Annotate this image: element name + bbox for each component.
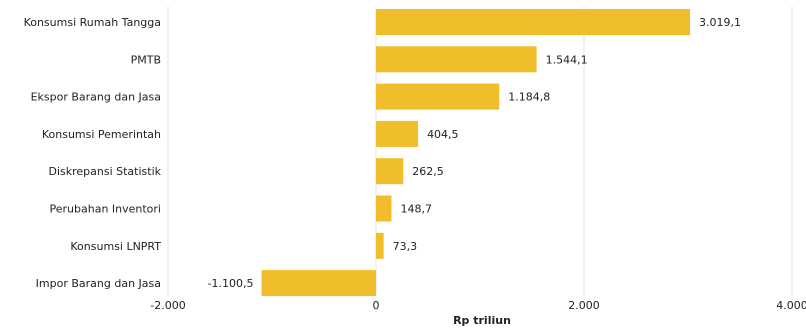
bar [376,195,392,222]
bar [376,46,537,73]
value-label: 1.544,1 [546,53,588,66]
x-tick-label: 0 [373,299,380,312]
value-label: 404,5 [427,128,459,141]
category-label: Perubahan Inventori [50,203,162,216]
value-label: -1.100,5 [208,277,254,290]
value-labels: 3.019,1 1.544,1 1.184,8 404,5 262,5 148,7 73,3… [208,16,741,290]
value-label: 262,5 [412,165,444,178]
x-tick-label: 2.000 [568,299,600,312]
x-axis-label: Rp triliun [453,314,511,327]
bar [376,158,404,185]
x-tick-label: -2.000 [150,299,185,312]
bar [261,270,376,297]
bar [376,9,690,35]
bars [261,9,690,297]
bar [376,83,500,110]
value-label: 1.184,8 [508,91,550,104]
value-label: 3.019,1 [699,16,741,29]
x-tick-label: 4.000 [776,299,806,312]
category-label: Konsumsi LNPRT [70,240,161,253]
category-label: Konsumsi Pemerintah [42,128,161,141]
category-label: Ekspor Barang dan Jasa [31,91,161,104]
bar [376,120,419,147]
category-labels: Konsumsi Rumah Tangga PMTB Ekspor Barang d… [24,16,162,290]
category-label: Konsumsi Rumah Tangga [24,16,161,29]
value-label: 148,7 [400,203,432,216]
category-label: PMTB [131,53,161,66]
category-label: Diskrepansi Statistik [48,165,161,178]
value-label: 73,3 [393,240,418,253]
bar [376,232,384,259]
x-axis-ticks: -2.000 0 2.000 4.000 [150,299,806,312]
category-label: Impor Barang dan Jasa [36,277,161,290]
